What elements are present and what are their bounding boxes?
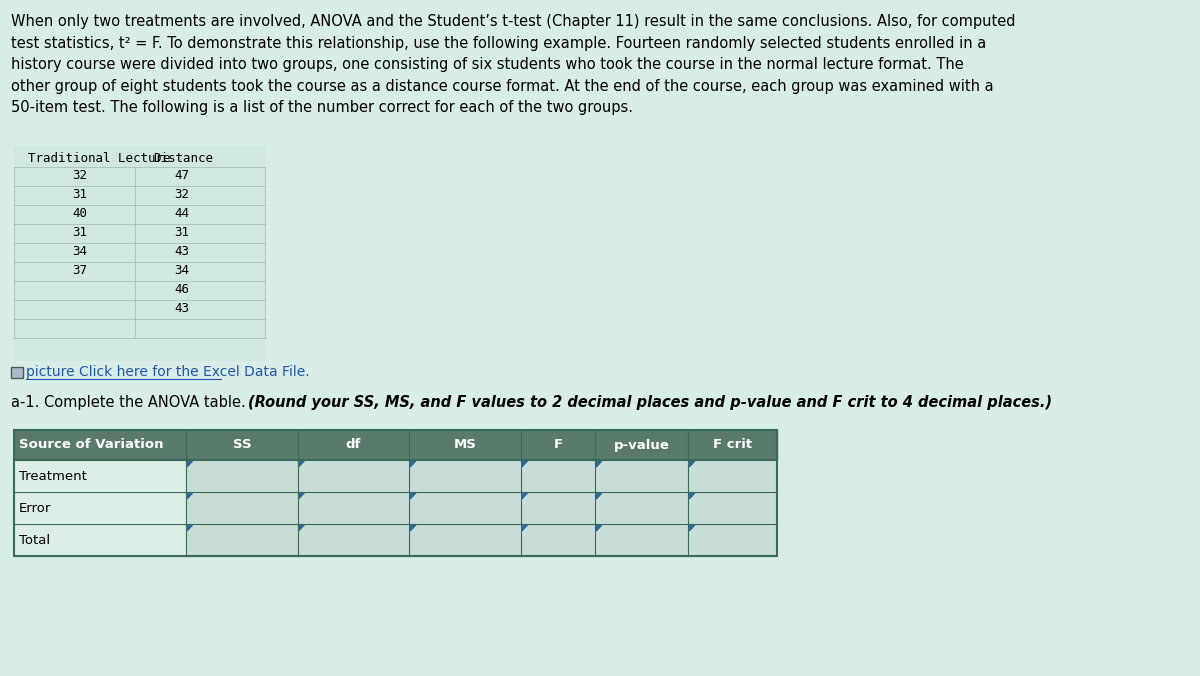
FancyBboxPatch shape: [14, 460, 186, 492]
Polygon shape: [187, 525, 192, 531]
FancyBboxPatch shape: [409, 492, 521, 524]
FancyBboxPatch shape: [595, 524, 689, 556]
FancyBboxPatch shape: [595, 460, 689, 492]
Polygon shape: [410, 493, 415, 499]
Text: MS: MS: [454, 439, 476, 452]
Text: 43: 43: [174, 302, 188, 315]
Polygon shape: [689, 461, 695, 467]
FancyBboxPatch shape: [14, 146, 265, 361]
Text: picture Click here for the Excel Data File.: picture Click here for the Excel Data Fi…: [26, 365, 310, 379]
Polygon shape: [187, 461, 192, 467]
FancyBboxPatch shape: [11, 367, 23, 378]
Text: Total: Total: [19, 533, 49, 546]
FancyBboxPatch shape: [186, 524, 298, 556]
FancyBboxPatch shape: [689, 524, 776, 556]
Polygon shape: [689, 525, 695, 531]
Polygon shape: [299, 493, 304, 499]
FancyBboxPatch shape: [14, 430, 776, 460]
Text: df: df: [346, 439, 361, 452]
FancyBboxPatch shape: [298, 492, 409, 524]
Text: 44: 44: [174, 207, 188, 220]
FancyBboxPatch shape: [298, 460, 409, 492]
Polygon shape: [689, 493, 695, 499]
FancyBboxPatch shape: [14, 492, 186, 524]
Text: When only two treatments are involved, ANOVA and the Student’s t-test (Chapter 1: When only two treatments are involved, A…: [11, 14, 1015, 116]
FancyBboxPatch shape: [521, 524, 595, 556]
Text: 43: 43: [174, 245, 188, 258]
FancyBboxPatch shape: [409, 524, 521, 556]
Text: 32: 32: [174, 188, 188, 201]
Text: 34: 34: [174, 264, 188, 277]
Polygon shape: [522, 461, 528, 467]
Polygon shape: [299, 461, 304, 467]
Polygon shape: [187, 493, 192, 499]
Text: 40: 40: [72, 207, 88, 220]
FancyBboxPatch shape: [521, 460, 595, 492]
Text: (Round your SS, MS, and F values to 2 decimal places and p-value and F crit to 4: (Round your SS, MS, and F values to 2 de…: [248, 395, 1052, 410]
Text: 46: 46: [174, 283, 188, 296]
Polygon shape: [596, 461, 602, 467]
Text: Source of Variation: Source of Variation: [19, 439, 163, 452]
FancyBboxPatch shape: [595, 492, 689, 524]
Text: Error: Error: [19, 502, 50, 514]
Text: SS: SS: [233, 439, 251, 452]
Polygon shape: [522, 525, 528, 531]
Text: Traditional Lecture: Traditional Lecture: [28, 152, 170, 165]
Text: F: F: [553, 439, 563, 452]
Polygon shape: [596, 493, 602, 499]
Text: 37: 37: [72, 264, 88, 277]
Text: 31: 31: [72, 188, 88, 201]
Polygon shape: [596, 525, 602, 531]
Text: 31: 31: [72, 226, 88, 239]
Text: a-1. Complete the ANOVA table.: a-1. Complete the ANOVA table.: [11, 395, 251, 410]
FancyBboxPatch shape: [298, 524, 409, 556]
FancyBboxPatch shape: [689, 492, 776, 524]
Text: Treatment: Treatment: [19, 470, 86, 483]
Polygon shape: [522, 493, 528, 499]
Text: 31: 31: [174, 226, 188, 239]
FancyBboxPatch shape: [409, 460, 521, 492]
Text: 34: 34: [72, 245, 88, 258]
Polygon shape: [299, 525, 304, 531]
FancyBboxPatch shape: [186, 460, 298, 492]
Polygon shape: [410, 525, 415, 531]
FancyBboxPatch shape: [14, 524, 186, 556]
Text: Distance: Distance: [154, 152, 214, 165]
Polygon shape: [410, 461, 415, 467]
Text: p-value: p-value: [614, 439, 670, 452]
FancyBboxPatch shape: [689, 460, 776, 492]
Text: 47: 47: [174, 169, 188, 182]
FancyBboxPatch shape: [521, 492, 595, 524]
Text: 32: 32: [72, 169, 88, 182]
Text: F crit: F crit: [713, 439, 752, 452]
FancyBboxPatch shape: [186, 492, 298, 524]
